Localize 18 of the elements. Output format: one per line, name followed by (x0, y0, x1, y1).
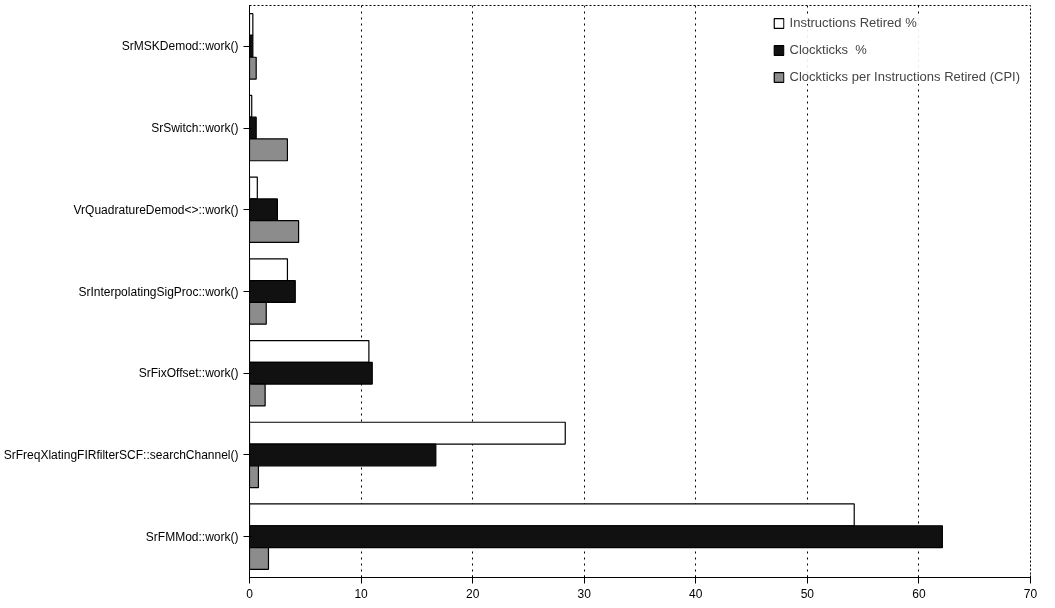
y-tick-label: SrFreqXlatingFIRfilterSCF::searchChannel() (3, 447, 239, 462)
x-tick-label: 70 (1023, 586, 1038, 601)
y-tick-label: SrFMMod::work() (145, 529, 239, 544)
legend-label: Clockticks per Instructions Retired (CPI) (789, 69, 1020, 84)
y-tick-label: VrQuadratureDemod<>::work() (73, 202, 239, 217)
x-tick-label: 30 (577, 586, 592, 601)
x-tick-label: 10 (354, 586, 369, 601)
legend-label: Instructions Retired % (789, 15, 917, 30)
y-tick-label: SrMSKDemod::work() (121, 39, 239, 54)
y-tick-label: SrSwitch::work() (151, 121, 239, 136)
y-tick-label: SrInterpolatingSigProc::work() (78, 284, 239, 299)
legend-label: Clockticks % (789, 42, 867, 57)
y-tick-label: SrFixOffset::work() (138, 366, 239, 381)
x-tick-label: 40 (689, 586, 703, 601)
x-tick-label: 60 (912, 586, 926, 601)
x-tick-label: 20 (465, 586, 480, 601)
x-tick-label: 50 (800, 586, 815, 601)
x-tick-label: 0 (246, 586, 254, 601)
